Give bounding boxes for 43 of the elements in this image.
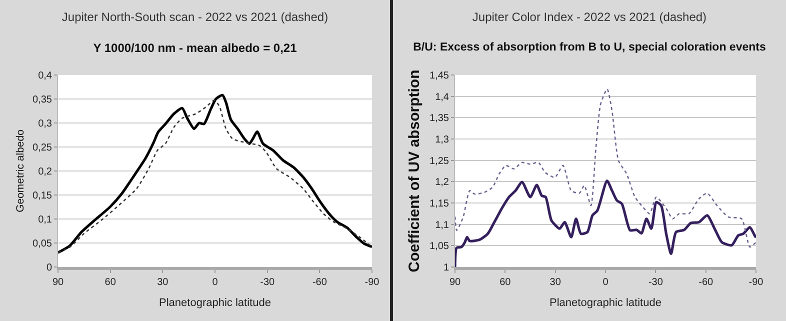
y-tick-label: 0,25 bbox=[32, 142, 52, 154]
x-axis-title: Planetographic latitude bbox=[550, 297, 662, 310]
y-tick-label: 1,2 bbox=[435, 177, 450, 188]
y-axis-title: Geometric albedo bbox=[14, 129, 26, 212]
x-tick-label: 90 bbox=[52, 277, 64, 288]
x-tick-label: -90 bbox=[364, 277, 380, 288]
y-tick-label: 1,05 bbox=[430, 241, 450, 252]
y-tick-label: 0,35 bbox=[32, 94, 52, 106]
x-tick-label: -30 bbox=[260, 277, 275, 288]
y-tick-label: 0,1 bbox=[38, 214, 52, 226]
chart-title: Jupiter Color Index - 2022 vs 2021 (dashed) bbox=[472, 10, 707, 24]
x-tick-label: 90 bbox=[449, 277, 461, 288]
y-axis-title: Coefficient of UV absorption bbox=[406, 70, 423, 272]
x-tick-label: 60 bbox=[500, 277, 512, 288]
chart-subtitle: Y 1000/100 nm - mean albedo = 0,21 bbox=[93, 40, 298, 55]
y-tick-label: 0 bbox=[46, 262, 52, 274]
y-tick-label: 1,4 bbox=[435, 92, 450, 103]
y-tick-label: 1,45 bbox=[430, 70, 450, 82]
x-tick-label: 0 bbox=[212, 277, 218, 288]
x-tick-label: -60 bbox=[698, 277, 714, 288]
x-tick-label: -60 bbox=[312, 277, 328, 288]
y-tick-label: 0,4 bbox=[38, 70, 52, 82]
line-series bbox=[455, 88, 756, 248]
chart-subtitle: B/U: Excess of absorption from B to U, special coloration events bbox=[413, 42, 766, 54]
line-series bbox=[455, 180, 756, 267]
x-tick-label: 30 bbox=[550, 277, 562, 288]
y-tick-label: 1,25 bbox=[430, 156, 450, 167]
x-tick-label: 30 bbox=[157, 277, 169, 288]
y-tick-label: 0,05 bbox=[32, 238, 52, 250]
y-tick-label: 1,35 bbox=[430, 113, 450, 124]
x-axis-title: Planetographic latitude bbox=[159, 297, 271, 310]
y-tick-label: 0,2 bbox=[38, 166, 52, 178]
x-tick-label: -90 bbox=[748, 277, 764, 288]
x-tick-label: -30 bbox=[648, 277, 664, 288]
x-tick-label: 60 bbox=[104, 277, 116, 288]
y-tick-label: 1,15 bbox=[430, 198, 450, 210]
y-tick-label: 0,15 bbox=[32, 190, 52, 202]
y-tick-label: 1,3 bbox=[435, 134, 450, 146]
chart-title: Jupiter North-South scan - 2022 vs 2021 (dashed) bbox=[62, 10, 328, 24]
y-tick-label: 0,3 bbox=[38, 118, 52, 130]
y-tick-label: 1,1 bbox=[435, 220, 450, 231]
x-tick-label: 0 bbox=[602, 277, 609, 288]
y-tick-label: 1 bbox=[443, 262, 450, 274]
